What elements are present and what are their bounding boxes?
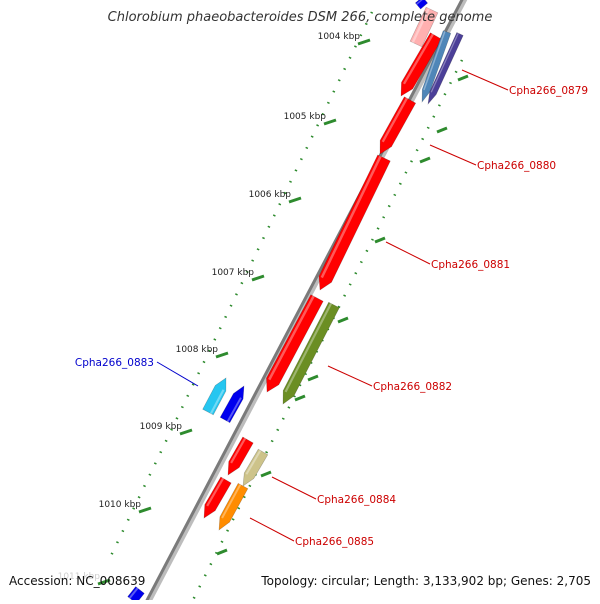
topology-text: Topology: circular; Length: 3,133,902 bp… <box>261 574 591 588</box>
label-leader-line <box>385 241 431 265</box>
scale-tick-label: 1008 kbp <box>176 345 219 355</box>
scale-tick <box>288 196 302 204</box>
scale-ticks: 1004 kbp 1005 kbp 1006 kbp 1007 kbp 1008 kbp… <box>58 32 469 586</box>
gene-arrow-0879[interactable] <box>421 30 452 103</box>
gene-arrow-red-c[interactable] <box>227 436 254 476</box>
gene-arrow-red-b[interactable] <box>266 294 324 393</box>
label-leader-line <box>461 69 509 91</box>
scale-tick-label: 1009 kbp <box>140 422 183 432</box>
gene-label[interactable]: Cpha266_0884 <box>317 494 396 506</box>
label-leader-line <box>156 361 199 387</box>
scale-tick-label: 1006 kbp <box>249 190 292 200</box>
accession-text: Accession: NC_008639 <box>9 574 146 588</box>
gene-arrow-partial[interactable] <box>409 6 439 48</box>
gene-arrow-0881[interactable] <box>318 154 391 291</box>
gene-arrow-0882[interactable] <box>282 301 340 405</box>
scale-tick <box>251 274 265 282</box>
gene-labels: Cpha266_0879 Cpha266_0880 Cpha266_0881 Cpha… <box>75 69 588 548</box>
gene-arrow-0884[interactable] <box>242 448 269 487</box>
inner-tick <box>436 126 448 134</box>
gene-arrow-0883[interactable] <box>202 377 227 416</box>
scale-tick <box>323 118 337 126</box>
gene-arrow-red-d[interactable] <box>203 476 232 519</box>
scale-tick <box>357 38 371 46</box>
gene-label[interactable]: Cpha266_0883 <box>75 357 154 369</box>
genome-title: Chlorobium phaeobacteroides DSM 266, com… <box>107 10 493 25</box>
gene-label[interactable]: Cpha266_0885 <box>295 536 374 548</box>
gene-arrow-blue-mid[interactable] <box>219 385 245 424</box>
scale-tick <box>215 351 229 359</box>
label-leader-line <box>249 517 295 542</box>
gene-label[interactable]: Cpha266_0880 <box>477 160 556 172</box>
scale-tick <box>97 578 111 586</box>
inner-tick <box>337 316 349 324</box>
genome-backbone <box>143 0 464 604</box>
gene-arrow-blue-bottom[interactable] <box>127 586 145 604</box>
scale-tick-label: 1011 kbp <box>58 572 101 582</box>
inner-tick <box>307 374 319 382</box>
gene-arrow-0879b[interactable] <box>427 32 464 105</box>
label-leader-line <box>327 365 373 387</box>
gene-label[interactable]: Cpha266_0882 <box>373 381 452 393</box>
scale-tick-label: 1004 kbp <box>318 32 361 42</box>
inner-tick <box>294 394 306 402</box>
inner-tick <box>260 470 272 478</box>
scale-tick <box>138 506 152 514</box>
inner-tick <box>216 548 228 556</box>
label-leader-line <box>429 144 477 166</box>
inner-tick <box>457 74 469 82</box>
gene-features <box>127 0 464 604</box>
gene-label[interactable]: Cpha266_0879 <box>509 85 588 97</box>
scale-tick-label: 1005 kbp <box>284 112 327 122</box>
inner-tick <box>419 156 431 164</box>
label-leader-line <box>271 476 317 500</box>
gene-arrow-0880[interactable] <box>379 96 417 155</box>
scale-tick <box>179 428 193 436</box>
scale-tick-label: 1010 kbp <box>99 500 142 510</box>
gene-label[interactable]: Cpha266_0881 <box>431 259 510 271</box>
gene-arrow-blue-top[interactable] <box>414 0 429 10</box>
gene-arrow-red-a[interactable] <box>400 32 443 97</box>
gene-arrow-0885[interactable] <box>218 482 249 531</box>
genome-backbone-shadow <box>143 0 468 604</box>
scale-track-outer <box>106 11 374 563</box>
inner-tick <box>374 236 386 244</box>
scale-tick-label: 1007 kbp <box>212 268 255 278</box>
